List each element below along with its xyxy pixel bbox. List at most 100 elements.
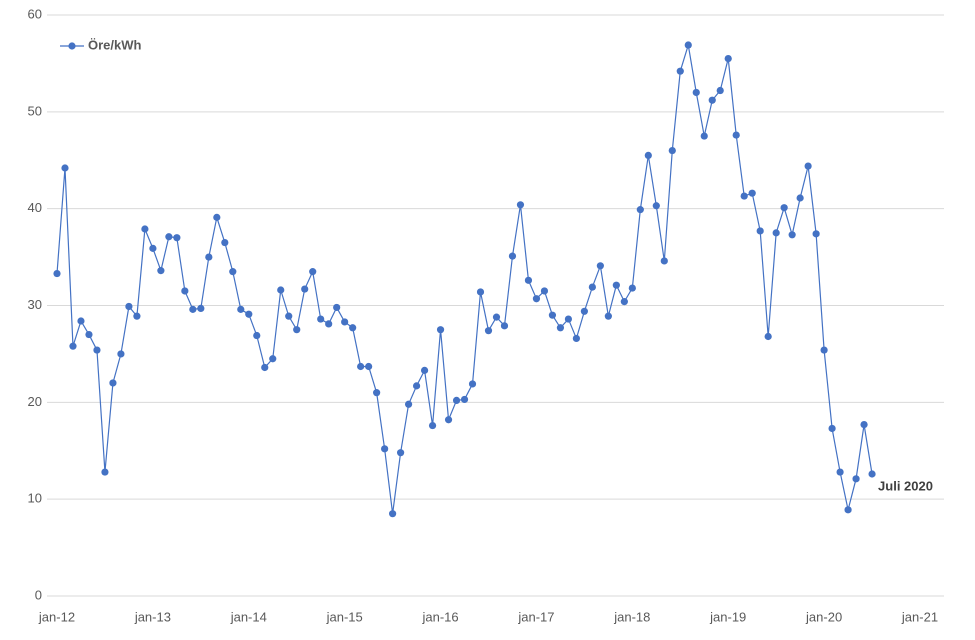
data-point	[564, 315, 573, 323]
y-tick-label: 50	[28, 103, 42, 118]
data-point	[596, 262, 604, 270]
data-point	[860, 421, 868, 429]
data-point	[205, 253, 213, 261]
legend-label: Öre/kWh	[88, 37, 142, 52]
data-point	[684, 41, 692, 49]
x-tick-label: jan-15	[326, 609, 363, 624]
annotation: Juli 2020	[878, 478, 933, 493]
data-point	[397, 449, 405, 457]
data-point	[660, 257, 668, 265]
data-point	[452, 396, 461, 404]
data-point	[460, 395, 469, 404]
data-point	[652, 202, 660, 210]
data-point	[524, 276, 533, 284]
data-point	[85, 330, 93, 339]
data-point	[628, 284, 636, 292]
x-tick-label: jan-13	[134, 609, 171, 624]
series-line	[56, 44, 873, 514]
data-point	[213, 213, 221, 221]
x-tick-label: jan-12	[38, 609, 75, 624]
data-point	[69, 342, 77, 350]
x-tick-label: jan-17	[517, 609, 554, 624]
data-point	[844, 506, 852, 514]
data-point	[604, 312, 612, 320]
data-point	[676, 67, 684, 75]
data-point	[668, 146, 676, 155]
data-point	[349, 324, 357, 332]
data-point	[788, 231, 796, 239]
data-point	[644, 151, 652, 160]
data-point	[556, 324, 565, 332]
y-tick-label: 60	[28, 6, 42, 21]
data-point	[277, 286, 285, 294]
data-point	[357, 362, 365, 371]
x-tick-label: jan-19	[709, 609, 746, 624]
data-point	[221, 238, 229, 247]
data-point	[301, 285, 309, 293]
data-point	[317, 315, 325, 323]
data-point	[620, 298, 628, 306]
data-point	[612, 281, 620, 289]
data-point	[325, 320, 333, 328]
data-point	[436, 326, 445, 334]
data-point	[101, 468, 109, 476]
data-point	[381, 445, 389, 453]
data-point	[476, 288, 485, 296]
data-point	[820, 346, 828, 354]
data-point	[420, 366, 429, 374]
data-point	[149, 244, 157, 252]
data-point	[548, 311, 557, 319]
data-point	[365, 362, 373, 371]
data-point	[125, 302, 133, 311]
data-point	[540, 287, 549, 295]
data-point	[269, 355, 277, 363]
data-point	[133, 312, 141, 320]
data-point	[237, 305, 245, 313]
data-point	[229, 268, 237, 276]
data-point	[468, 380, 477, 388]
data-point	[93, 346, 101, 354]
data-point	[141, 225, 149, 233]
data-point	[165, 233, 173, 241]
data-point	[756, 227, 764, 235]
data-point	[700, 132, 708, 140]
y-tick-label: 0	[35, 587, 42, 602]
data-point	[588, 283, 596, 291]
data-point	[732, 131, 740, 139]
data-point	[636, 206, 644, 214]
x-tick-label: jan-20	[805, 609, 842, 624]
x-tick-label: jan-14	[230, 609, 267, 624]
y-tick-label: 20	[28, 394, 42, 409]
y-tick-label: 10	[28, 491, 42, 506]
data-point	[173, 234, 181, 242]
data-point	[852, 475, 860, 483]
data-point	[708, 96, 716, 104]
data-point	[293, 326, 301, 334]
data-point	[181, 287, 189, 295]
data-point	[836, 468, 844, 476]
data-point	[157, 267, 165, 275]
data-point	[309, 268, 317, 276]
data-point	[245, 310, 253, 318]
data-point	[716, 86, 724, 95]
data-point	[197, 304, 205, 313]
data-point	[812, 230, 820, 238]
data-point	[500, 322, 509, 330]
data-point	[804, 162, 812, 170]
data-point	[444, 416, 453, 424]
data-point	[189, 305, 197, 313]
y-tick-label: 30	[28, 297, 42, 312]
data-point	[492, 313, 501, 321]
data-point	[748, 189, 756, 197]
data-point	[285, 312, 293, 320]
x-tick-label: jan-16	[421, 609, 458, 624]
data-point	[572, 334, 580, 343]
data-point	[117, 350, 125, 358]
data-point	[532, 295, 541, 303]
data-point	[77, 317, 85, 325]
data-point	[428, 421, 437, 430]
data-point	[740, 192, 748, 200]
x-tick-label: jan-18	[613, 609, 650, 624]
